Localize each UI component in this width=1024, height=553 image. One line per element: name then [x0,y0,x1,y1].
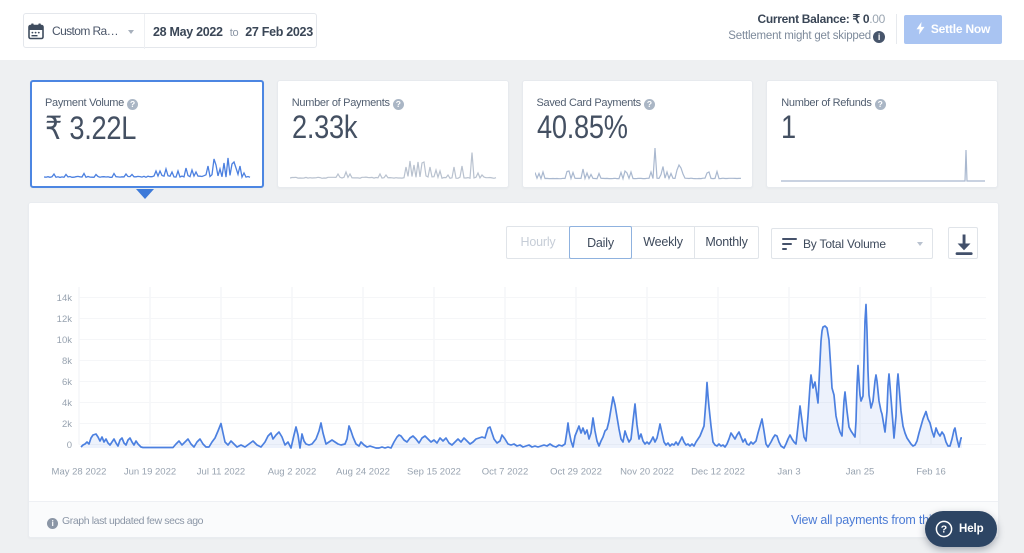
svg-text:Feb 16: Feb 16 [916,467,946,478]
svg-text:0: 0 [67,440,72,451]
svg-text:Jan 3: Jan 3 [777,467,800,478]
svg-text:Dec 12 2022: Dec 12 2022 [691,467,745,478]
svg-text:Oct 29 2022: Oct 29 2022 [550,467,602,478]
svg-text:?: ? [941,524,947,536]
svg-text:4k: 4k [62,398,72,409]
svg-text:Jan 25: Jan 25 [846,467,875,478]
svg-text:May 28 2022: May 28 2022 [52,467,107,478]
svg-text:10k: 10k [57,335,73,346]
svg-text:14k: 14k [57,293,73,304]
svg-text:Aug 24 2022: Aug 24 2022 [336,467,390,478]
svg-text:2k: 2k [62,419,72,430]
svg-text:12k: 12k [57,314,73,325]
svg-text:Sep 15 2022: Sep 15 2022 [407,467,461,478]
svg-text:Nov 20 2022: Nov 20 2022 [620,467,674,478]
svg-text:Jul 11 2022: Jul 11 2022 [197,467,245,478]
svg-text:8k: 8k [62,356,72,367]
svg-text:Jun 19 2022: Jun 19 2022 [124,467,176,478]
svg-text:6k: 6k [62,377,72,388]
svg-text:Oct 7 2022: Oct 7 2022 [482,467,528,478]
svg-text:Aug 2 2022: Aug 2 2022 [268,467,317,478]
